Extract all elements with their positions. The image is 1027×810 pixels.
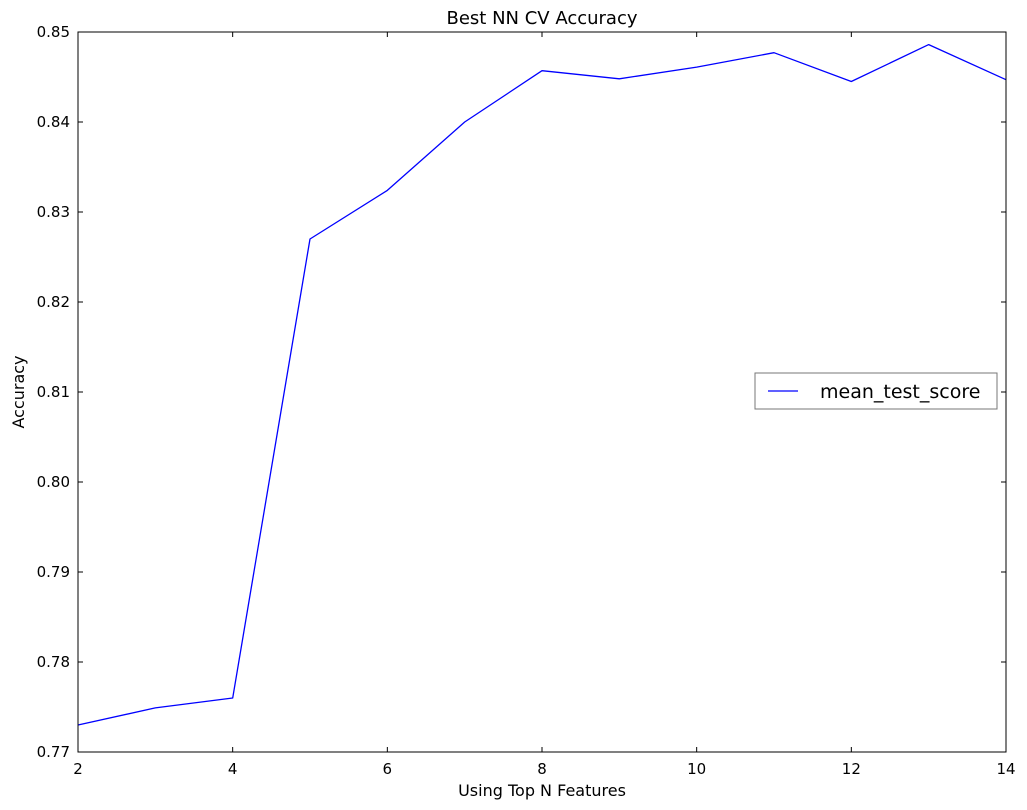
x-tick-label: 12 [842, 760, 861, 778]
data-series [77, 43, 1007, 726]
y-tick-label: 0.83 [37, 203, 70, 221]
y-tick-label: 0.84 [37, 113, 70, 131]
y-tick-label: 0.77 [37, 743, 70, 761]
y-tick-label: 0.85 [37, 23, 70, 41]
x-axis-label: Using Top N Features [458, 781, 626, 800]
x-tick-label: 10 [687, 760, 706, 778]
y-tick-label: 0.82 [37, 293, 70, 311]
tick-labels: 2 4 6 8 10 12 14 0.77 0.78 0.79 0.80 0.81 0.82 0.83 0.… [37, 23, 1016, 778]
x-tick-label: 2 [73, 760, 83, 778]
y-tick-label: 0.78 [37, 653, 70, 671]
plot-area-frame [77, 31, 1007, 753]
y-tick-label: 0.81 [37, 383, 70, 401]
y-axis-label: Accuracy [9, 355, 28, 428]
legend: mean_test_score [754, 372, 998, 410]
x-tick-label: 4 [228, 760, 238, 778]
x-tick-label: 14 [996, 760, 1015, 778]
x-tick-label: 6 [383, 760, 393, 778]
chart-title: Best NN CV Accuracy [446, 8, 637, 29]
y-tick-label: 0.79 [37, 563, 70, 581]
y-tick-label: 0.80 [37, 473, 70, 491]
series-line [77, 43, 1007, 726]
x-tick-label: 8 [537, 760, 547, 778]
legend-label: mean_test_score [820, 381, 980, 403]
